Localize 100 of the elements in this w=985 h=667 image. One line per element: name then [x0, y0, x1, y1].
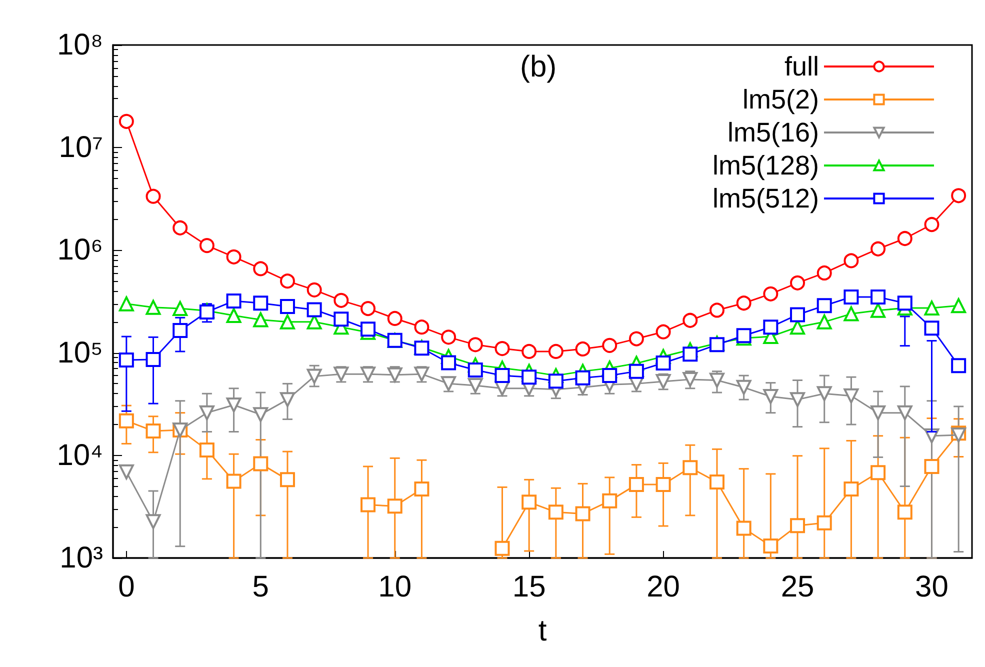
- point: [494, 341, 510, 356]
- legend-label: lm5(16): [727, 118, 819, 148]
- point: [709, 372, 724, 388]
- point: [870, 465, 886, 480]
- point: [118, 413, 134, 428]
- point: [951, 298, 966, 314]
- point: [628, 331, 644, 346]
- point: [628, 364, 644, 379]
- x-tick-label: 20: [646, 570, 680, 604]
- point: [924, 300, 940, 316]
- point: [897, 231, 912, 246]
- point: [790, 518, 806, 534]
- annotation: (b): [520, 50, 557, 84]
- point: [656, 324, 671, 340]
- point: [736, 380, 752, 395]
- point: [736, 296, 752, 311]
- point: [897, 504, 912, 520]
- point: [682, 312, 698, 328]
- point: [199, 405, 214, 420]
- point: [763, 286, 778, 302]
- point: [360, 322, 376, 337]
- point: [253, 261, 268, 276]
- point: [844, 253, 859, 268]
- point: [870, 241, 886, 256]
- point: [334, 292, 349, 308]
- point: [226, 474, 242, 489]
- point: [226, 249, 242, 264]
- point: [306, 302, 322, 318]
- point: [924, 320, 940, 336]
- point: [118, 464, 134, 480]
- point: [602, 493, 618, 508]
- point: [146, 514, 161, 530]
- point: [468, 362, 483, 378]
- point: [924, 458, 940, 474]
- point: [306, 282, 322, 298]
- point: [280, 472, 295, 488]
- point: [146, 188, 161, 204]
- point: [736, 520, 752, 536]
- point: [468, 337, 483, 352]
- x-tick-label: 25: [780, 570, 814, 604]
- legend-label: lm5(2): [742, 84, 819, 114]
- legend-label: full: [784, 52, 819, 82]
- point: [656, 356, 671, 371]
- point: [494, 540, 510, 556]
- point: [682, 460, 698, 476]
- point: [226, 308, 242, 323]
- point: [602, 368, 618, 384]
- y-tick-label: 10⁷: [58, 131, 103, 164]
- point: [146, 423, 161, 438]
- point: [172, 220, 188, 236]
- x-axis-title: t: [538, 614, 548, 648]
- point: [226, 293, 242, 308]
- point: [253, 407, 268, 422]
- point: [870, 289, 886, 304]
- point: [897, 405, 912, 420]
- point: [710, 302, 724, 318]
- legend-label: lm5(128): [712, 150, 819, 180]
- point: [548, 344, 564, 359]
- point: [763, 320, 778, 335]
- y-tick-label: 10³: [60, 542, 104, 574]
- legend-label: lm5(512): [712, 184, 819, 214]
- point: [790, 275, 806, 290]
- point: [226, 397, 242, 412]
- point: [628, 477, 644, 492]
- point: [494, 368, 510, 384]
- y-tick-label: 10⁸: [56, 28, 103, 62]
- x-tick-label: 30: [915, 570, 948, 604]
- point: [146, 300, 161, 315]
- point: [414, 482, 430, 497]
- point: [790, 392, 806, 408]
- point: [548, 504, 564, 520]
- point: [522, 370, 537, 385]
- point: [199, 238, 214, 254]
- point: [844, 289, 859, 304]
- point: [280, 274, 295, 289]
- point: [414, 320, 430, 335]
- point: [870, 405, 886, 420]
- point: [682, 346, 698, 362]
- point: [522, 344, 537, 359]
- point: [816, 265, 832, 280]
- point: [844, 388, 859, 404]
- point: [951, 358, 966, 374]
- x-tick-label: 0: [118, 570, 135, 604]
- point: [280, 392, 295, 408]
- point: [548, 374, 564, 389]
- point: [897, 296, 912, 311]
- point: [844, 482, 859, 497]
- point: [924, 217, 940, 232]
- point: [306, 368, 322, 384]
- x-tick-label: 10: [378, 570, 412, 604]
- point: [387, 310, 402, 326]
- point: [951, 188, 966, 204]
- point: [360, 497, 376, 512]
- point: [790, 307, 806, 322]
- point: [763, 389, 778, 404]
- point: [816, 386, 832, 402]
- point: [816, 298, 832, 314]
- point: [334, 312, 349, 327]
- point: [656, 477, 671, 492]
- point: [441, 330, 456, 345]
